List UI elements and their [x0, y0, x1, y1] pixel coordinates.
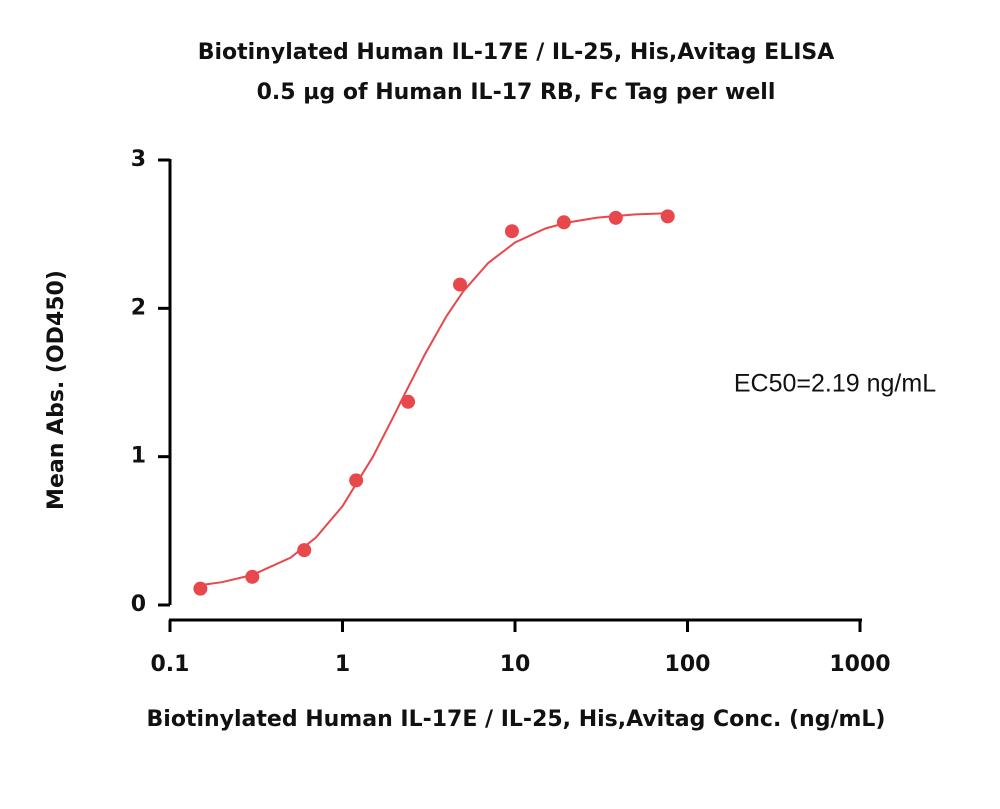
data-point: [453, 277, 468, 292]
y-axis-label: Mean Abs. (OD450): [44, 270, 69, 510]
chart-title: Biotinylated Human IL-17E / IL-25, His,A…: [198, 40, 835, 65]
data-point: [401, 394, 416, 409]
chart-subtitle: 0.5 µg of Human IL-17 RB, Fc Tag per wel…: [257, 80, 776, 105]
y-tick-label: 3: [131, 147, 146, 172]
data-point: [556, 215, 571, 230]
data-point: [349, 473, 364, 488]
data-point: [660, 209, 675, 224]
x-tick-label: 1: [335, 652, 350, 677]
data-point: [504, 224, 519, 239]
x-tick-label: 0.1: [151, 652, 190, 677]
data-point: [193, 581, 208, 596]
ec50-annotation: EC50=2.19 ng/mL: [734, 370, 936, 398]
data-point: [297, 543, 312, 558]
x-tick-label: 10: [500, 652, 531, 677]
fit-curve: [200, 212, 668, 587]
x-tick-label: 100: [665, 652, 711, 677]
data-point: [608, 210, 623, 225]
data-point: [245, 569, 260, 584]
y-tick-label: 2: [131, 295, 146, 320]
x-tick-label: 1000: [829, 652, 890, 677]
x-axis-label: Biotinylated Human IL-17E / IL-25, His,A…: [147, 707, 886, 732]
y-tick-label: 0: [131, 592, 146, 617]
y-tick-label: 1: [131, 444, 146, 469]
